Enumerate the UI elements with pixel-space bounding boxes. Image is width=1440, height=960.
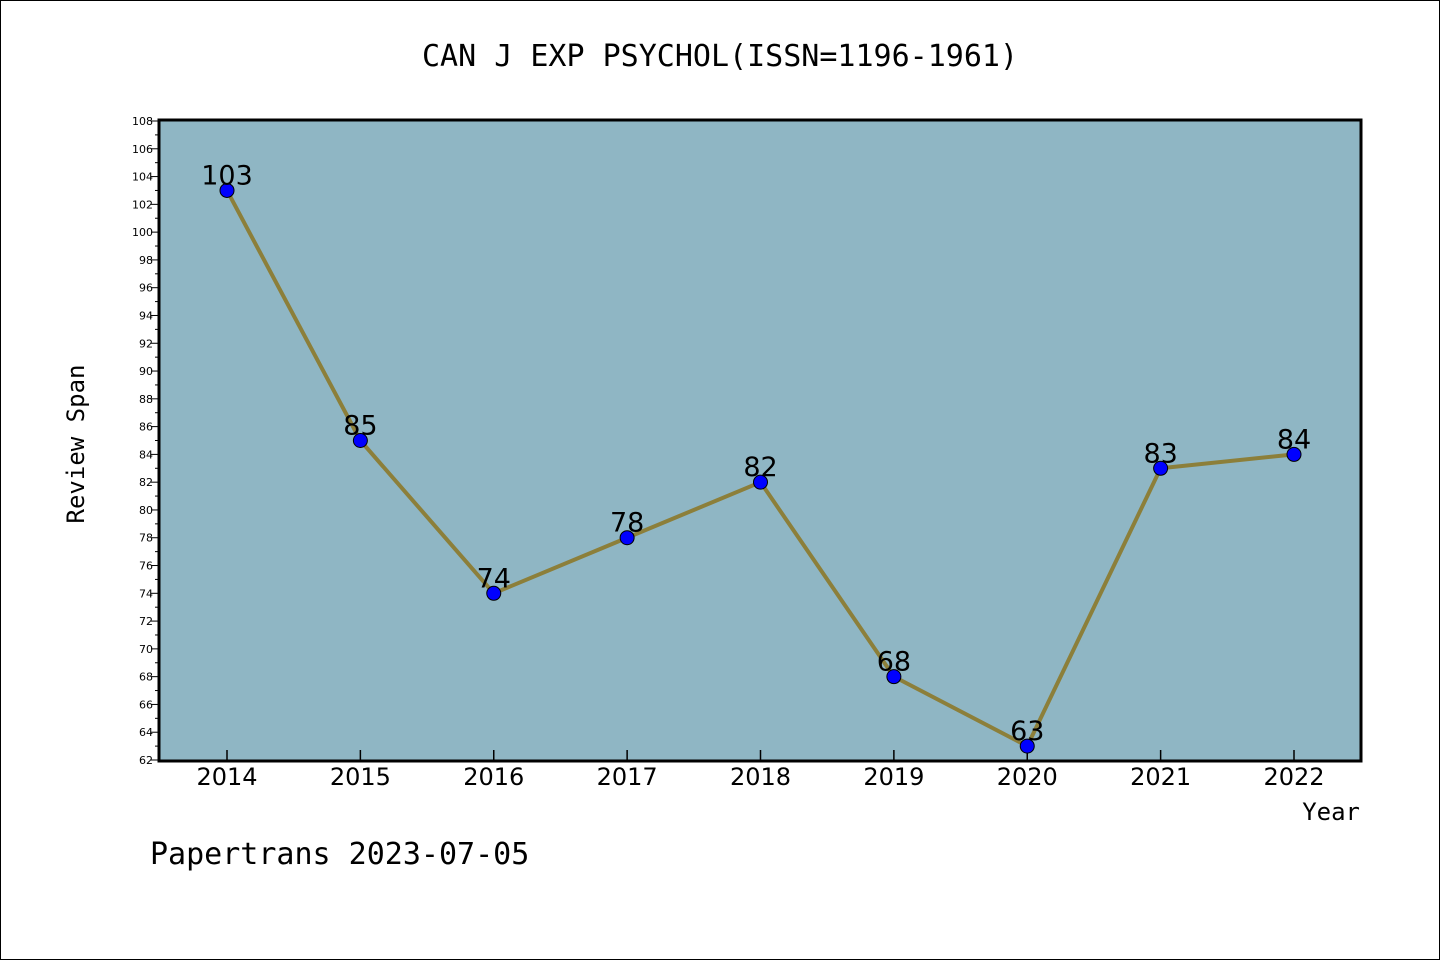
y-tick-label: 102 [132,198,153,211]
y-axis-label: Review Span [62,365,90,524]
y-tick-label: 76 [139,560,153,573]
y-tick-label: 104 [132,171,153,184]
data-point [219,182,235,198]
chart-title: CAN J EXP PSYCHOL(ISSN=1196-1961) [422,39,1018,74]
data-point [352,433,368,448]
y-tick-label: 62 [139,754,153,767]
data-label: 82 [743,452,777,483]
x-axis-ticks: 2014 2015 2016 2017 2018 2019 2020 2021 2022 [196,750,1325,791]
y-tick-label: 84 [139,448,153,461]
y-tick-label: 98 [139,254,153,267]
y-tick-label: 92 [139,337,153,350]
x-tick-label: 2014 [196,763,257,791]
data-point [886,669,902,685]
x-tick-label: 2019 [863,763,924,791]
x-axis-label: Year [1302,798,1360,826]
data-label: 85 [343,411,377,442]
y-tick-label: 86 [139,421,153,434]
y-tick-label: 94 [139,309,153,322]
x-tick-label: 2017 [597,763,658,791]
data-label: 63 [1010,716,1044,747]
data-label: 78 [610,508,644,539]
y-tick-label: 64 [139,726,153,739]
y-tick-label: 100 [132,226,153,239]
data-label: 68 [877,647,911,678]
data-label: 103 [201,160,253,191]
y-tick-label: 68 [139,671,153,684]
y-tick-label: 108 [132,115,153,128]
x-tick-label: 2015 [330,763,391,791]
x-tick-label: 2020 [997,763,1058,791]
data-point [1153,460,1169,476]
y-axis-ticks: 62 64 66 68 70 72 74 76 78 80 82 84 86 88 90 92 94 96 98 10… [132,115,159,767]
y-tick-label: 96 [139,282,153,295]
x-tick-label: 2021 [1130,763,1191,791]
y-tick-label: 78 [139,532,153,545]
data-label: 84 [1277,424,1311,455]
y-tick-label: 66 [139,698,153,711]
watermark-text: Papertrans 2023-07-05 [150,837,529,872]
y-tick-label: 74 [139,587,153,600]
y-tick-label: 82 [139,476,153,489]
x-tick-label: 2022 [1263,763,1324,791]
plot-area [157,118,1363,763]
data-label: 74 [477,563,511,594]
x-tick-label: 2016 [463,763,524,791]
data-point [1019,738,1035,754]
y-tick-label: 90 [139,365,153,378]
data-markers [219,182,1302,754]
y-tick-label: 106 [132,143,153,156]
x-tick-label: 2018 [730,763,791,791]
data-point [753,474,768,490]
y-tick-label: 88 [139,393,153,406]
y-tick-label: 80 [139,504,153,517]
y-tick-label: 70 [139,643,153,656]
data-label: 83 [1143,438,1177,469]
y-tick-label: 72 [139,615,153,628]
data-point [619,530,635,546]
data-point [1286,446,1302,462]
data-labels: 103 85 74 78 82 68 63 83 84 [201,160,1311,747]
data-point [486,585,502,601]
